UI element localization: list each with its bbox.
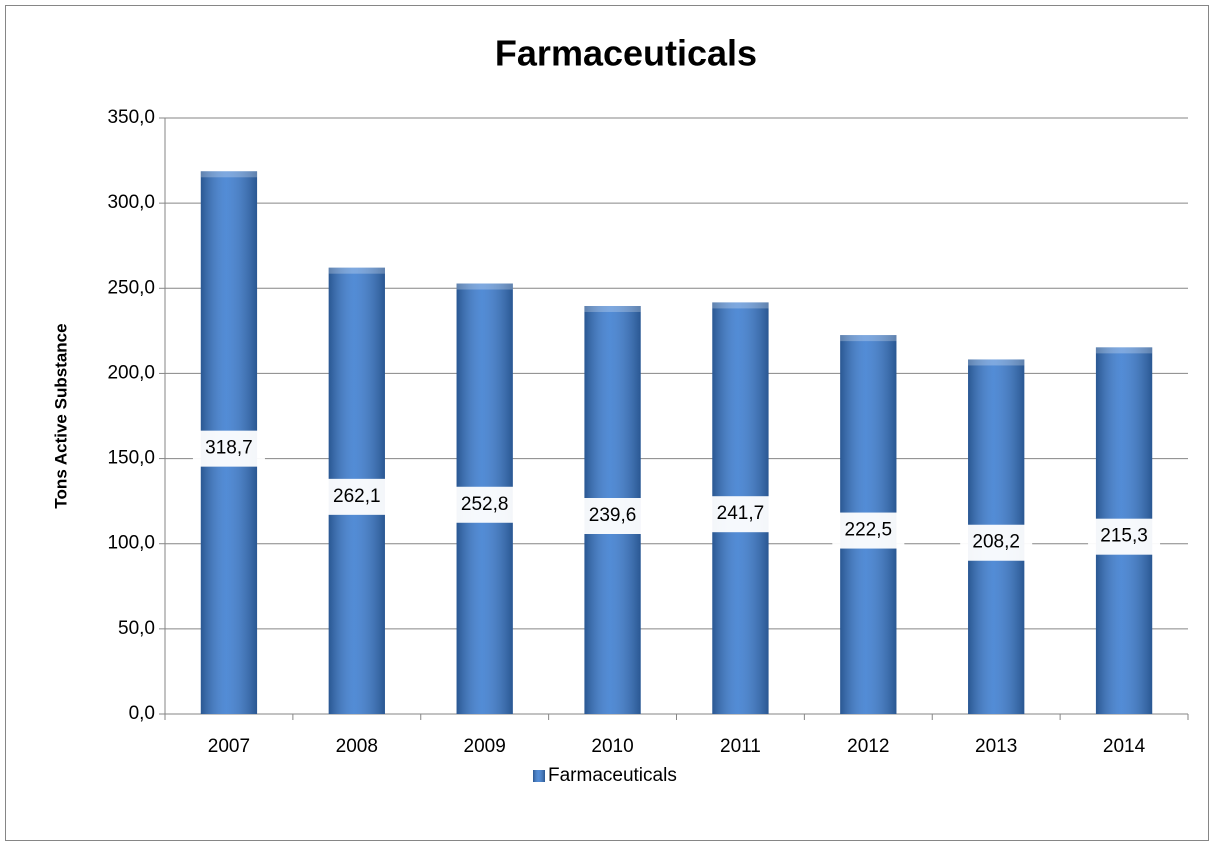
data-label: 241,7 (717, 503, 765, 524)
x-tick-label: 2007 (208, 736, 250, 757)
legend-label: Farmaceuticals (548, 765, 677, 786)
y-tick-label: 250,0 (107, 277, 155, 298)
data-label-box (576, 497, 649, 534)
bar-cap (840, 335, 897, 342)
y-tick-label: 300,0 (107, 192, 155, 213)
x-tick-label: 2009 (464, 736, 506, 757)
data-label-box (1088, 518, 1161, 555)
x-tick-label: 2010 (591, 736, 633, 757)
data-label-box (832, 512, 905, 549)
data-label: 318,7 (205, 438, 253, 459)
x-tick-label: 2013 (975, 736, 1017, 757)
bar-cap (968, 359, 1025, 366)
data-label-box (960, 524, 1033, 561)
chart-title: Farmaceuticals (495, 33, 757, 74)
data-label-box (192, 430, 265, 467)
y-tick-label: 150,0 (107, 448, 155, 469)
data-label: 239,6 (589, 505, 637, 526)
data-label: 262,1 (333, 486, 381, 507)
legend-swatch-shine (533, 770, 545, 782)
data-label-box (448, 486, 521, 523)
data-label-box (704, 496, 777, 533)
bar-cap (456, 283, 513, 290)
data-label: 222,5 (845, 520, 893, 541)
y-tick-label: 200,0 (107, 362, 155, 383)
y-tick-label: 350,0 (107, 107, 155, 128)
x-tick-label: 2014 (1103, 736, 1146, 757)
y-axis-label: Tons Active Substance (51, 323, 70, 508)
x-tick-label: 2012 (847, 736, 889, 757)
x-tick-label: 2008 (336, 736, 378, 757)
bar-cap (200, 171, 258, 178)
bar-cap (712, 302, 769, 309)
bar-cap (584, 305, 641, 312)
y-tick-label: 100,0 (107, 533, 155, 554)
y-tick-label: 50,0 (118, 618, 155, 639)
y-tick-label: 0,0 (129, 703, 155, 724)
data-label: 252,8 (461, 494, 509, 515)
bar-cap (328, 267, 385, 274)
data-label: 215,3 (1100, 526, 1148, 547)
data-label: 208,2 (972, 532, 1020, 553)
x-tick-label: 2011 (720, 736, 761, 757)
bar-cap (1095, 347, 1153, 354)
data-label-box (320, 478, 393, 515)
